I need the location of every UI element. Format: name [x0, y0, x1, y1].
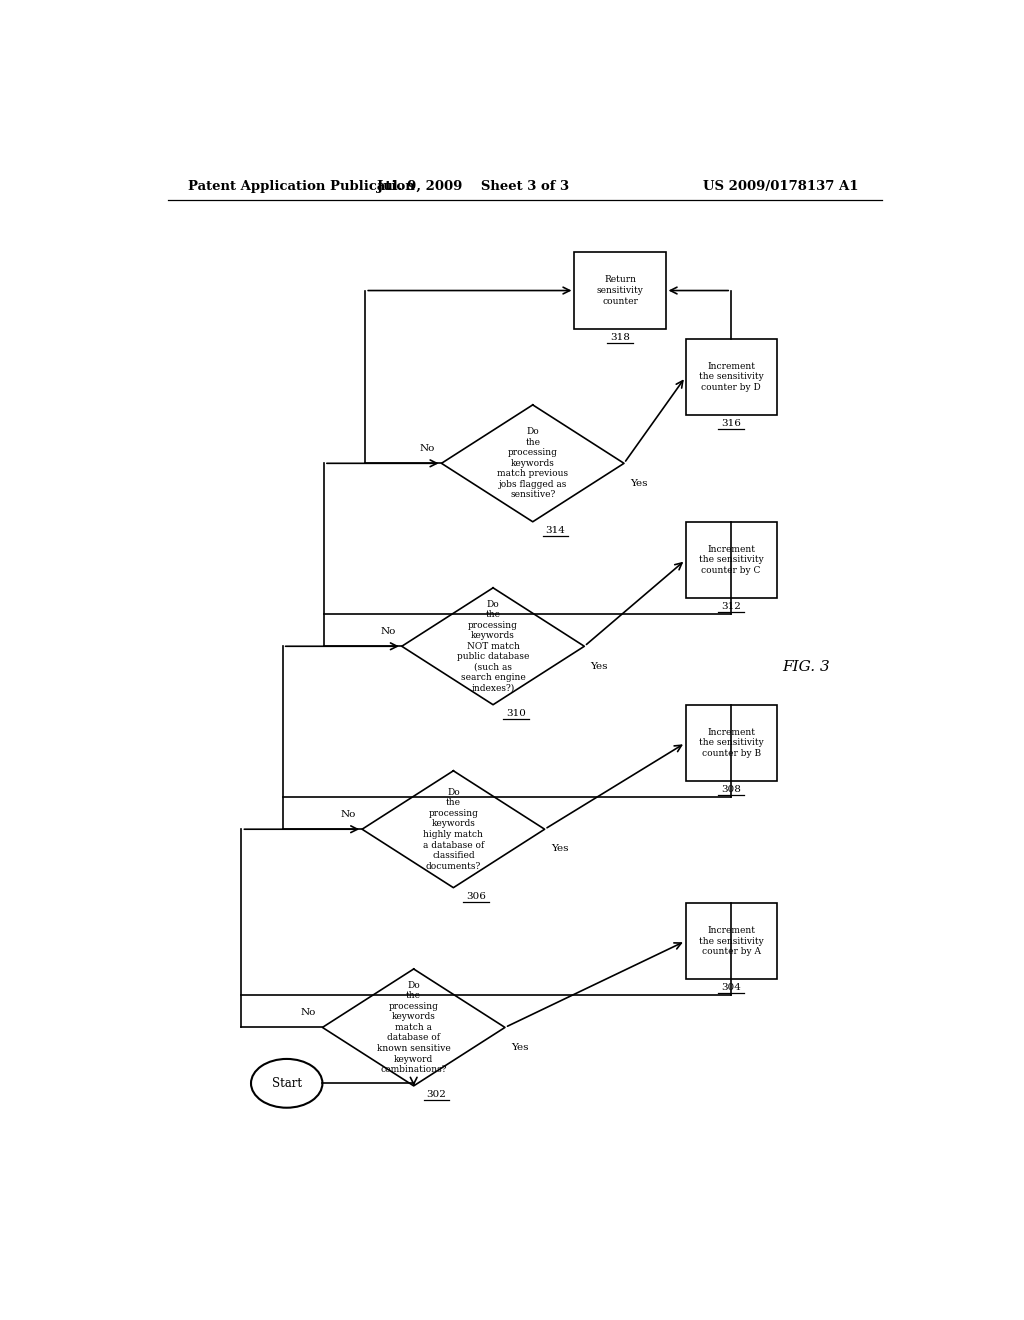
Text: FIG. 3: FIG. 3 [782, 660, 830, 673]
Text: 318: 318 [610, 333, 630, 342]
Text: Do
the
processing
keywords
match previous
jobs flagged as
sensitive?: Do the processing keywords match previou… [498, 428, 568, 499]
Text: 304: 304 [721, 983, 741, 993]
Bar [574, 252, 666, 329]
Text: US 2009/0178137 A1: US 2009/0178137 A1 [702, 181, 858, 193]
Text: Increment
the sensitivity
counter by C: Increment the sensitivity counter by C [698, 545, 764, 576]
Text: Yes: Yes [511, 1043, 528, 1052]
Text: No: No [380, 627, 395, 636]
Text: 312: 312 [721, 602, 741, 611]
Text: 314: 314 [546, 525, 565, 535]
Text: 302: 302 [427, 1090, 446, 1100]
Text: Start: Start [271, 1077, 302, 1090]
Text: Return
sensitivity
counter: Return sensitivity counter [597, 276, 643, 305]
Text: 310: 310 [506, 709, 525, 718]
Polygon shape [323, 969, 505, 1086]
Text: Do
the
processing
keywords
highly match
a database of
classified
documents?: Do the processing keywords highly match … [423, 788, 484, 871]
Text: Increment
the sensitivity
counter by B: Increment the sensitivity counter by B [698, 727, 764, 758]
Text: No: No [301, 1008, 316, 1018]
Text: Yes: Yes [631, 479, 648, 487]
Bar [685, 705, 777, 781]
Bar [685, 339, 777, 414]
Text: Patent Application Publication: Patent Application Publication [187, 181, 415, 193]
Text: Increment
the sensitivity
counter by D: Increment the sensitivity counter by D [698, 362, 764, 392]
Text: 308: 308 [721, 785, 741, 795]
Text: Yes: Yes [551, 845, 568, 854]
Text: 306: 306 [466, 892, 486, 900]
Text: 316: 316 [721, 420, 741, 428]
Text: Yes: Yes [591, 661, 608, 671]
Text: No: No [340, 810, 355, 818]
Text: Do
the
processing
keywords
NOT match
public database
(such as
search engine
inde: Do the processing keywords NOT match pub… [457, 599, 529, 693]
Text: No: No [420, 444, 435, 453]
Text: Jul. 9, 2009    Sheet 3 of 3: Jul. 9, 2009 Sheet 3 of 3 [377, 181, 569, 193]
Bar [685, 903, 777, 979]
Ellipse shape [251, 1059, 323, 1107]
Polygon shape [441, 405, 624, 521]
Polygon shape [401, 587, 585, 705]
Bar [685, 521, 777, 598]
Text: Do
the
processing
keywords
match a
database of
known sensitive
keyword
combinati: Do the processing keywords match a datab… [377, 981, 451, 1074]
Text: Increment
the sensitivity
counter by A: Increment the sensitivity counter by A [698, 927, 764, 956]
Polygon shape [362, 771, 545, 887]
